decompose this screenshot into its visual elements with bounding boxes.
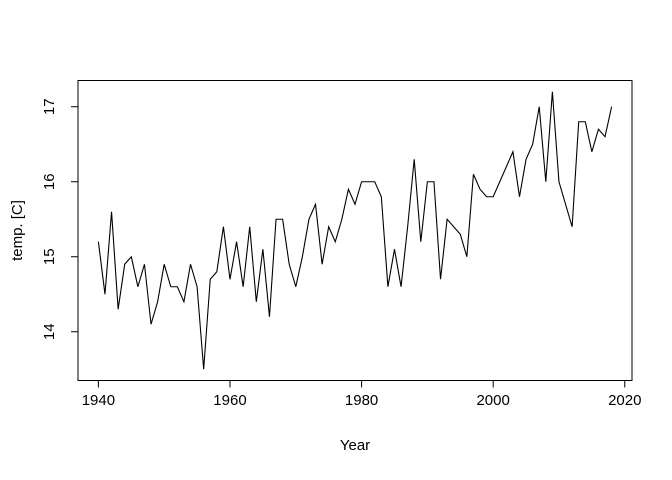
y-axis-tick-label: 15 [41, 248, 58, 265]
temperature-series-line [97, 91, 613, 370]
y-axis-tick-label: 14 [41, 323, 58, 340]
plot-box [77, 80, 633, 381]
x-axis-title: Year [340, 437, 370, 454]
x-axis-tick-label: 1980 [345, 392, 378, 409]
x-axis-tick-label: 2020 [608, 392, 641, 409]
x-axis-tick-label: 1940 [82, 392, 115, 409]
y-axis-title: temp. [C] [9, 200, 26, 261]
x-axis-tick-label: 1960 [213, 392, 246, 409]
y-axis-tick-label: 16 [41, 173, 58, 190]
y-axis-tick-label: 17 [41, 98, 58, 115]
x-axis-tick-label: 2000 [476, 392, 509, 409]
